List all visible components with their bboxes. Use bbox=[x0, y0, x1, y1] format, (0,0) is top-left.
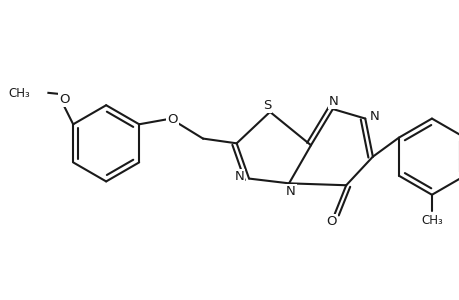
Text: N: N bbox=[328, 95, 338, 108]
Text: O: O bbox=[59, 93, 70, 106]
Text: N: N bbox=[285, 185, 295, 198]
Text: O: O bbox=[167, 113, 177, 126]
Text: S: S bbox=[263, 99, 271, 112]
Text: N: N bbox=[234, 170, 244, 183]
Text: CH₃: CH₃ bbox=[9, 87, 30, 100]
Text: CH₃: CH₃ bbox=[420, 214, 442, 227]
Text: N: N bbox=[369, 110, 379, 123]
Text: O: O bbox=[326, 215, 336, 228]
